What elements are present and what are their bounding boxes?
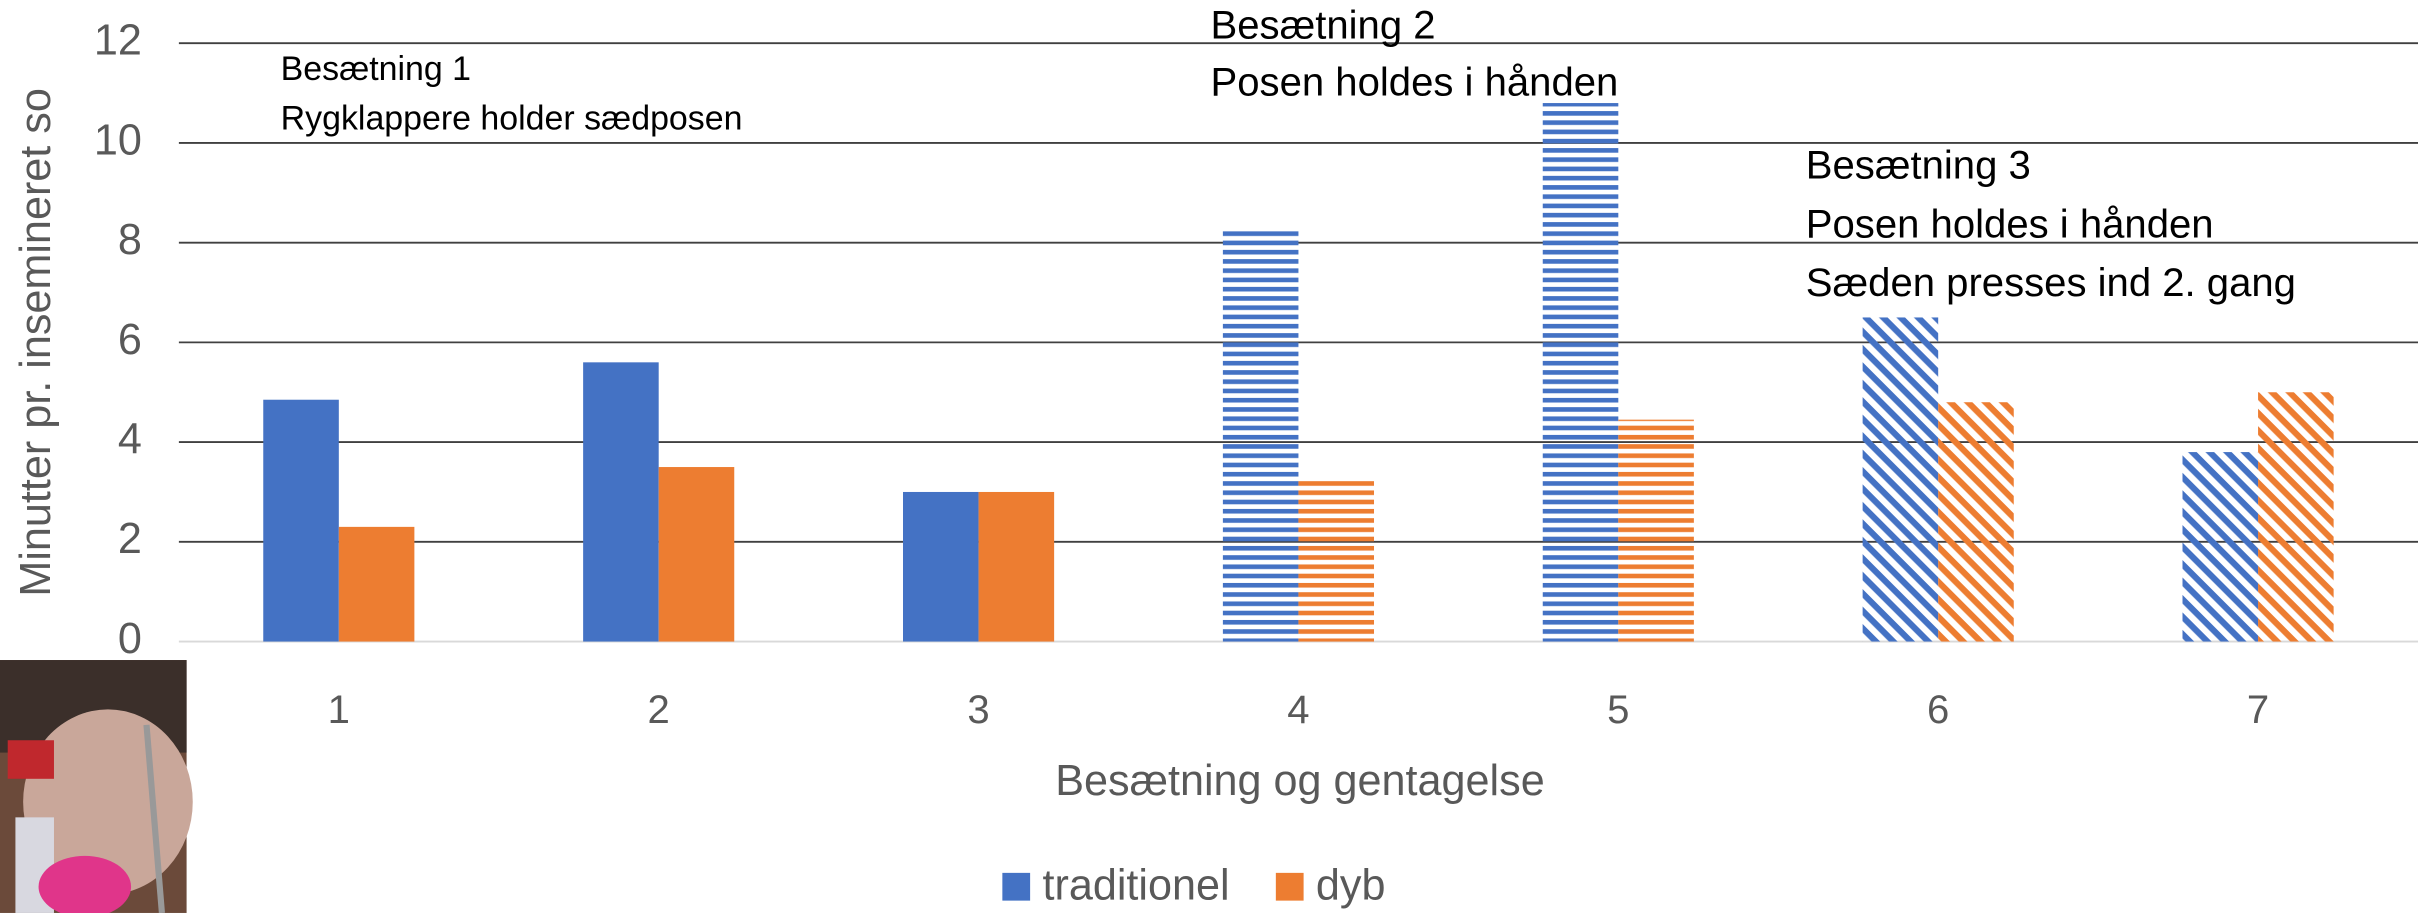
y-tick-label: 10	[94, 116, 142, 164]
y-tick-label: 6	[118, 316, 142, 364]
legend-label: dyb	[1316, 862, 1386, 910]
bar	[1223, 228, 1299, 642]
bar	[1298, 477, 1374, 642]
y-tick-label: 0	[118, 615, 142, 663]
bar	[2258, 392, 2334, 641]
y-tick-label: 2	[118, 515, 142, 563]
chart: Minutter pr. insemineret so Besætning og…	[0, 0, 2418, 913]
annotation: Besætning 1	[281, 50, 471, 88]
annotation: Sæden presses ind 2. gang	[1806, 261, 2296, 305]
x-tick-label: 3	[967, 688, 989, 732]
bar	[339, 527, 415, 642]
legend-label: traditionel	[1042, 862, 1229, 910]
bar	[903, 492, 979, 642]
annotation: Rygklappere holder sædposen	[281, 99, 743, 137]
bar	[1938, 402, 2014, 641]
x-axis-title: Besætning og gentagelse	[1055, 757, 1544, 805]
annotation: Posen holdes i hånden	[1806, 202, 2214, 246]
x-tick-label: 6	[1927, 688, 1949, 732]
legend-swatch	[1276, 873, 1304, 901]
x-tick-label: 7	[2247, 688, 2269, 732]
x-tick-label: 5	[1607, 688, 1629, 732]
annotation: Besætning 3	[1806, 144, 2031, 188]
bar	[583, 362, 659, 641]
x-tick-label: 2	[648, 688, 670, 732]
x-tick-label: 1	[328, 688, 350, 732]
bar	[1863, 317, 1939, 641]
bar	[263, 400, 339, 642]
y-tick-label: 12	[94, 17, 142, 65]
bar	[2183, 452, 2259, 641]
annotation: Besætning 2	[1211, 3, 1436, 47]
legend-swatch	[1002, 873, 1030, 901]
page: Minutter pr. insemineret so Besætning og…	[0, 0, 2418, 913]
y-axis-title: Minutter pr. insemineret so	[12, 88, 60, 597]
bar	[979, 492, 1055, 642]
y-tick-label: 4	[118, 416, 142, 464]
x-tick-label: 4	[1287, 688, 1309, 732]
bar	[659, 467, 735, 642]
bar	[1618, 420, 1694, 642]
y-tick-label: 8	[118, 216, 142, 264]
annotation: Posen holdes i hånden	[1211, 60, 1619, 104]
photo	[0, 660, 193, 913]
bar	[1543, 103, 1619, 641]
